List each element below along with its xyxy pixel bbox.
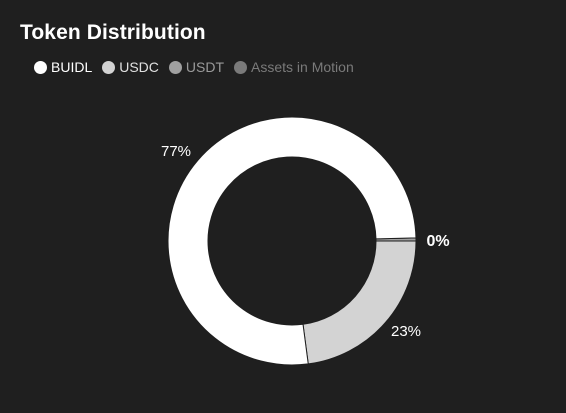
legend-dot-buidl xyxy=(34,60,47,74)
legend-label-assets-in-motion: Assets in Motion xyxy=(251,59,354,75)
legend-item-usdt[interactable]: USDT xyxy=(168,59,225,75)
legend-label-usdt: USDT xyxy=(185,59,225,75)
data-label-usdc: 23% xyxy=(391,323,421,340)
data-label-buidl: 77% xyxy=(161,143,191,160)
legend-dot-usdc xyxy=(102,60,116,74)
legend-label-usdc: USDC xyxy=(119,59,159,75)
chart-title: Token Distribution xyxy=(20,21,206,44)
legend-dot-assets-in-motion xyxy=(234,60,248,74)
slice-buidl[interactable] xyxy=(167,116,417,366)
slice-usdc[interactable] xyxy=(302,240,417,365)
legend-dot-usdt xyxy=(168,60,182,74)
legend-item-usdc[interactable]: USDC xyxy=(102,59,159,75)
legend-item-buidl[interactable]: BUIDL xyxy=(34,59,92,75)
legend: BUIDL USDC USDT Assets in Motion xyxy=(34,59,354,75)
data-label-usdt: 0% xyxy=(426,233,449,250)
legend-item-assets-in-motion[interactable]: Assets in Motion xyxy=(234,59,354,75)
legend-label-buidl: BUIDL xyxy=(51,59,93,75)
